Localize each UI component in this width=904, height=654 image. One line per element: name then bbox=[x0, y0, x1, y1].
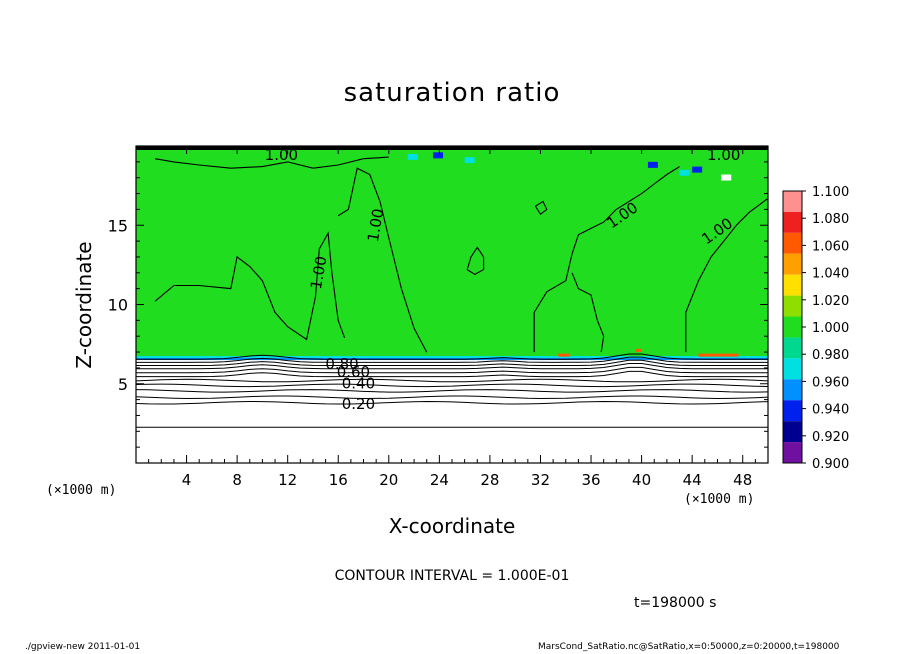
contour-label: 0.80 bbox=[325, 355, 358, 373]
x-ticks: 4 8 12 16 20 24 28 32 36 40 44 48 bbox=[148, 146, 756, 489]
contour-line-1 bbox=[337, 167, 428, 353]
colorbar-swatch bbox=[783, 400, 802, 422]
x-tick-label: 28 bbox=[480, 471, 499, 489]
y-ticks: 5 10 15 bbox=[108, 161, 768, 448]
top-patch bbox=[679, 169, 690, 176]
contour-line-2 bbox=[136, 366, 768, 374]
colorbar-label: 1.060 bbox=[812, 239, 849, 254]
top-white-patch bbox=[721, 174, 732, 181]
colorbar-swatch bbox=[783, 379, 802, 401]
colorbar-swatch bbox=[783, 442, 802, 463]
colorbar-swatch bbox=[783, 337, 802, 359]
y-tick-label: 15 bbox=[108, 216, 128, 235]
colorbar: 1.100 1.080 1.060 1.040 1.020 1.000 0.980 0.960… bbox=[782, 185, 849, 472]
top-patch bbox=[464, 157, 475, 164]
top-patch bbox=[433, 152, 444, 159]
contour-label: 1.00 bbox=[707, 146, 740, 164]
plot-contours bbox=[135, 156, 769, 428]
contour-label: 0.20 bbox=[342, 395, 375, 413]
colorbar-label: 0.940 bbox=[812, 403, 849, 418]
cloud-base-strip bbox=[136, 356, 768, 360]
colorbar-label: 1.080 bbox=[812, 212, 849, 227]
contour-line-2 bbox=[136, 359, 768, 366]
x-tick-label: 12 bbox=[278, 471, 297, 489]
orange-patch bbox=[558, 353, 571, 357]
contour-line-1 bbox=[685, 197, 769, 353]
colorbar-label: 1.040 bbox=[812, 267, 849, 282]
x-tick-label: 44 bbox=[683, 471, 702, 489]
colorbar-label: 0.900 bbox=[812, 457, 849, 472]
saturated-region bbox=[136, 146, 768, 359]
contour-label: 1.00 bbox=[265, 146, 298, 164]
contour-line-2 bbox=[136, 356, 768, 363]
colorbar-swatch bbox=[783, 232, 802, 254]
contour-line-2 bbox=[135, 383, 769, 388]
orange-patch bbox=[635, 348, 642, 352]
top-patch bbox=[692, 166, 703, 173]
contour-line-1 bbox=[466, 246, 485, 276]
x-unit-left: (×1000 m) bbox=[46, 483, 117, 498]
contour-line-2 bbox=[135, 400, 769, 405]
footer-left: ./gpview-new 2011-01-01 bbox=[25, 642, 141, 652]
colorbar-swatch bbox=[783, 253, 802, 275]
contour-interval: CONTOUR INTERVAL = 1.000E-01 bbox=[334, 568, 570, 584]
x-tick-label: 4 bbox=[182, 471, 192, 489]
colorbar-swatch bbox=[783, 295, 802, 317]
contour-label: 0.60 bbox=[337, 363, 370, 381]
contour-line-1 bbox=[154, 156, 389, 169]
colorbar-label: 0.960 bbox=[812, 375, 849, 390]
colorbar-label: 0.980 bbox=[812, 348, 849, 363]
x-axis-label: X-coordinate bbox=[0, 514, 904, 538]
colorbar-swatch bbox=[783, 316, 802, 338]
colorbar-swatch bbox=[783, 191, 802, 212]
contour-line-2 bbox=[135, 378, 769, 383]
contour-line-1 bbox=[534, 200, 548, 215]
colorbar-label: 1.100 bbox=[812, 185, 849, 200]
colorbar-label: 1.000 bbox=[812, 321, 849, 336]
colorbar-swatch bbox=[783, 274, 802, 296]
colorbar-swatch bbox=[783, 421, 802, 443]
x-tick-label: 36 bbox=[581, 471, 600, 489]
contour-line-1 bbox=[154, 231, 346, 341]
colorbar-swatch bbox=[783, 211, 802, 233]
chart-title: saturation ratio bbox=[343, 78, 561, 108]
contour-line-1 bbox=[533, 166, 680, 353]
colorbar-swatch bbox=[783, 358, 802, 380]
time-stamp: t=198000 s bbox=[634, 595, 717, 611]
x-tick-label: 32 bbox=[531, 471, 550, 489]
colorbar-label: 0.920 bbox=[812, 430, 849, 445]
contour-line-2 bbox=[136, 353, 768, 360]
x-tick-label: 48 bbox=[733, 471, 752, 489]
contour-line-2 bbox=[136, 370, 768, 378]
x-axis-label-text: X-coordinate bbox=[388, 514, 516, 538]
colorbar-label: 1.020 bbox=[812, 294, 849, 309]
plot-fill bbox=[136, 146, 768, 361]
y-axis-label: Z-coordinate bbox=[72, 241, 96, 369]
x-unit-right: (×1000 m) bbox=[684, 492, 755, 507]
x-tick-label: 20 bbox=[379, 471, 398, 489]
top-patch bbox=[407, 153, 418, 160]
contour-label: 0.40 bbox=[342, 374, 375, 392]
x-tick-label: 16 bbox=[329, 471, 348, 489]
contour-line-1 bbox=[571, 272, 605, 353]
x-tick-label: 24 bbox=[430, 471, 449, 489]
contour-line-2 bbox=[135, 389, 769, 393]
contour-label: 1.00 bbox=[364, 207, 388, 243]
contour-line-2 bbox=[135, 395, 769, 400]
footer-right: MarsCond_SatRatio.nc@SatRatio,x=0:50000,… bbox=[538, 642, 840, 652]
contour-label: 1.00 bbox=[307, 255, 331, 291]
top-patch bbox=[647, 161, 658, 168]
x-tick-label: 8 bbox=[232, 471, 242, 489]
y-tick-label: 10 bbox=[108, 296, 128, 315]
y-tick-label: 5 bbox=[118, 375, 128, 394]
orange-patch bbox=[698, 353, 739, 357]
x-tick-label: 40 bbox=[632, 471, 651, 489]
contour-line-2 bbox=[136, 363, 768, 370]
